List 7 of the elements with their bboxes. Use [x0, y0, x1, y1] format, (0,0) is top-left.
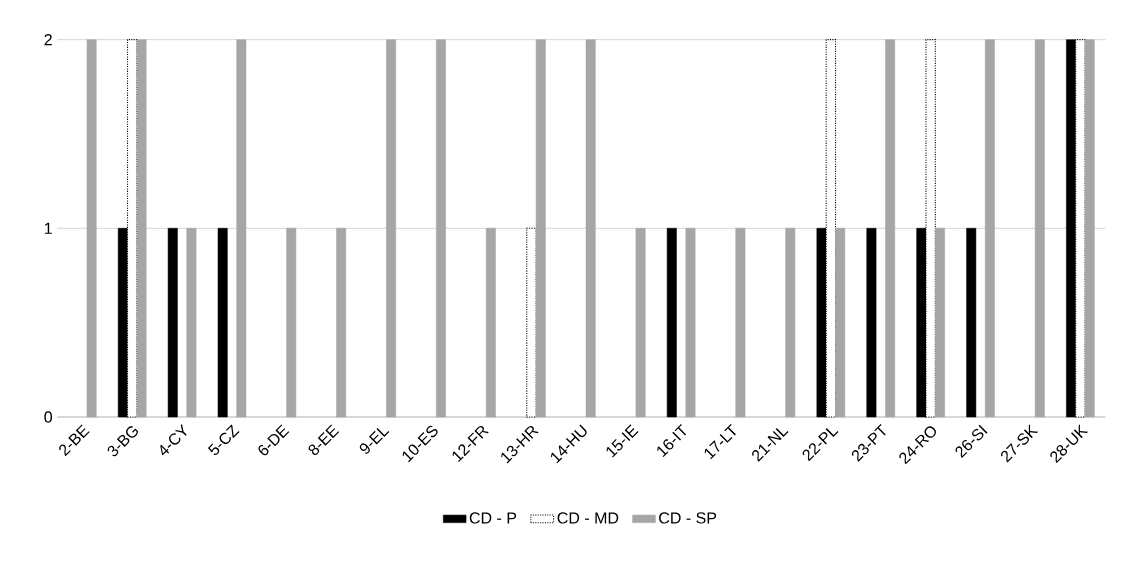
legend-label: CD - P: [469, 512, 517, 524]
legend-label: CD - SP: [659, 512, 717, 524]
y-tick-label: 0: [44, 411, 53, 423]
legend-label: CD - MD: [557, 512, 619, 524]
x-tick-label: 9-EL: [359, 428, 390, 454]
y-tick-label: 1: [44, 222, 52, 234]
y-tick-label: 2: [44, 34, 52, 46]
